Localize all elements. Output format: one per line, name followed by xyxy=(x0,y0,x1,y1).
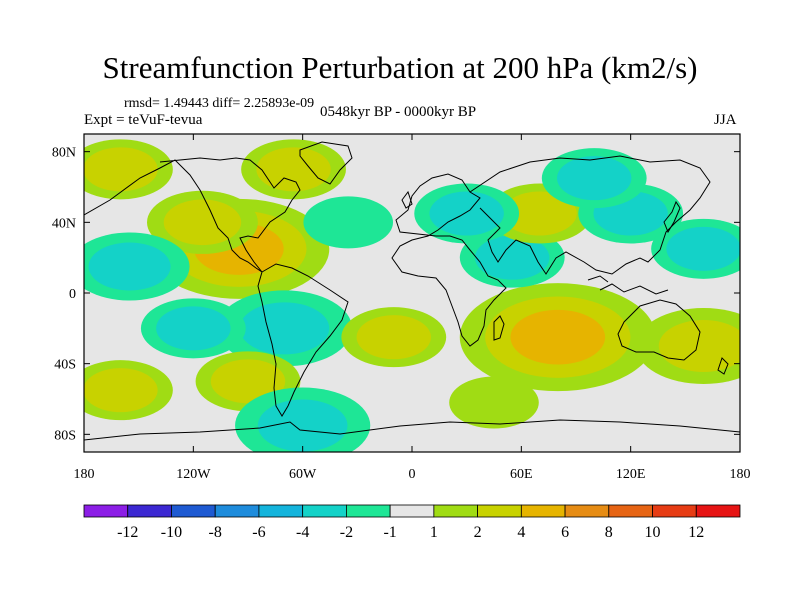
colorbar-box xyxy=(345,504,391,518)
coastline-new-zealand xyxy=(717,357,729,375)
colorbar-box xyxy=(214,504,260,518)
colorbar-box xyxy=(433,504,479,518)
anomaly-contour-11-2 xyxy=(510,309,606,365)
y-tick-label: 80N xyxy=(52,146,76,161)
coastline-asia xyxy=(469,155,711,275)
colorbar-label: -8 xyxy=(209,524,222,541)
coastline-antarctica xyxy=(84,419,740,441)
colorbar-box xyxy=(520,504,566,518)
anomaly-contour-20-0 xyxy=(449,376,539,429)
x-tick-label: 60W xyxy=(289,467,317,482)
x-tick-label: 120E xyxy=(616,467,646,482)
anomaly-contour-7-1 xyxy=(84,368,158,413)
anomaly-contour-13-1 xyxy=(502,191,577,236)
anomaly-contour-19-0 xyxy=(303,196,394,249)
anomaly-contour-10-1 xyxy=(356,315,431,360)
coastline-indonesia xyxy=(587,275,669,295)
coastline-europe-africa xyxy=(391,173,507,347)
colorbar-label: -1 xyxy=(383,524,396,541)
anomaly-contours xyxy=(84,139,740,452)
y-tick-label: 0 xyxy=(69,287,76,302)
x-tick-label: 120W xyxy=(176,467,211,482)
x-tick-label: 0 xyxy=(409,467,416,482)
season-label: JJA xyxy=(714,112,737,128)
colorbar-box xyxy=(564,504,610,518)
colorbar-label: 10 xyxy=(645,524,661,541)
anomaly-contour-3-1 xyxy=(88,242,171,291)
coastline-north-america xyxy=(84,157,301,273)
anomaly-contour-16-1 xyxy=(557,156,632,201)
colorbar-label: -12 xyxy=(117,524,138,541)
colorbar-label: 1 xyxy=(430,524,438,541)
anomaly-contour-1-1 xyxy=(163,199,242,246)
anomaly-contour-4-1 xyxy=(84,147,158,192)
colorbar-boxes xyxy=(83,504,741,518)
coastline-madagascar xyxy=(493,315,505,341)
colorbar-box xyxy=(608,504,653,518)
x-tick-label: 60E xyxy=(510,467,533,482)
anomaly-contour-14-1 xyxy=(429,191,504,236)
colorbar-box xyxy=(389,504,435,518)
anomaly-contour-2-1 xyxy=(256,147,331,192)
colorbar-box xyxy=(258,504,304,518)
x-tick-label: 180 xyxy=(730,467,751,482)
anomaly-contour-8-1 xyxy=(210,359,286,404)
colorbar-box xyxy=(83,504,129,518)
colorbar-labels: -12 -10 -8 -6 -4 -2 -1 1 2 4 6 8 10 12 xyxy=(117,524,704,541)
colorbar-label: -4 xyxy=(296,524,309,541)
anomaly-contour-6-1 xyxy=(156,306,231,351)
rmsd-diff-label: rmsd= 1.49443 diff= 2.25893e-09 xyxy=(124,96,315,111)
colorbar-box xyxy=(127,504,172,518)
colorbar-label: 12 xyxy=(688,524,704,541)
y-tick-label: 80S xyxy=(54,428,76,443)
coastlines xyxy=(84,141,740,441)
experiment-label: Expt = teVuF-tevua xyxy=(84,112,203,128)
anomaly-contour-17-1 xyxy=(666,226,740,271)
x-axis: 180 120W 60W 0 60E 120E 180 xyxy=(74,134,751,482)
chart-title: Streamfunction Perturbation at 200 hPa (… xyxy=(102,50,698,85)
period-label: 0548kyr BP - 0000kyr BP xyxy=(320,104,477,120)
x-tick-label: 180 xyxy=(74,467,95,482)
colorbar-box xyxy=(695,504,741,518)
coastline-greenland xyxy=(299,141,353,185)
y-tick-label: 40N xyxy=(52,216,76,231)
colorbar-label: -10 xyxy=(161,524,182,541)
colorbar-box xyxy=(652,504,697,518)
coastline-japan xyxy=(663,200,681,234)
anomaly-contour-5-1 xyxy=(239,302,330,355)
colorbar-label: 8 xyxy=(605,524,613,541)
colorbar-box xyxy=(302,504,347,518)
coastline-south-america xyxy=(257,263,349,417)
coastline-uk xyxy=(401,190,413,209)
y-axis: 80N 40N 0 40S 80S xyxy=(52,146,740,443)
colorbar-label: 6 xyxy=(561,524,569,541)
coastline-australia xyxy=(617,299,701,361)
y-tick-label: 40S xyxy=(54,358,76,373)
colorbar-label: 4 xyxy=(517,524,525,541)
colorbar-box xyxy=(477,504,522,518)
colorbar-label: 2 xyxy=(474,524,482,541)
colorbar-label: -6 xyxy=(252,524,265,541)
colorbar-label: -2 xyxy=(340,524,353,541)
colorbar-box xyxy=(171,504,216,518)
